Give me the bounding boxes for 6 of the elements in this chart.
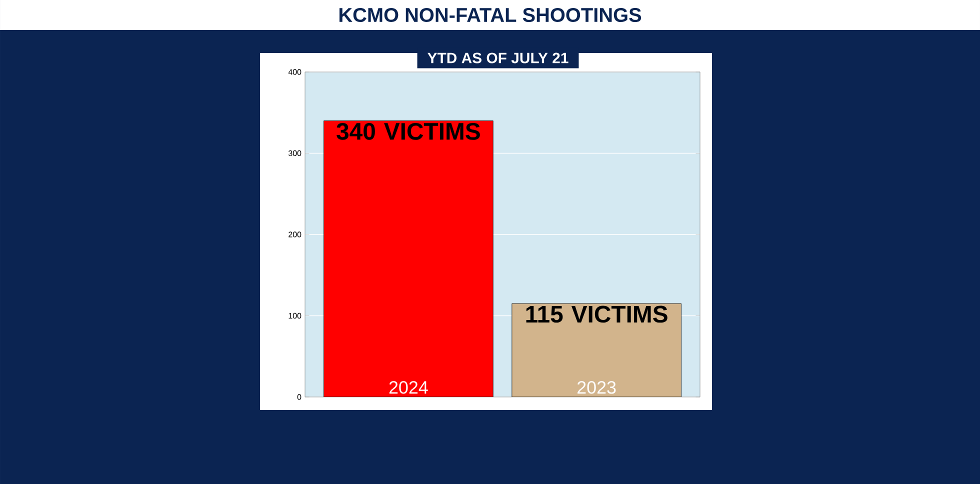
chart-subtitle: YTD AS OF JULY 21 (428, 52, 568, 64)
data-label: 340 VICTIMS (336, 122, 480, 140)
data-label: 115 VICTIMS (526, 306, 668, 323)
x-tick-label: 2023 (578, 381, 616, 394)
chart-title: KCMO NON-FATAL SHOOTINGS (340, 8, 642, 22)
x-tick-label: 2024 (389, 381, 428, 394)
